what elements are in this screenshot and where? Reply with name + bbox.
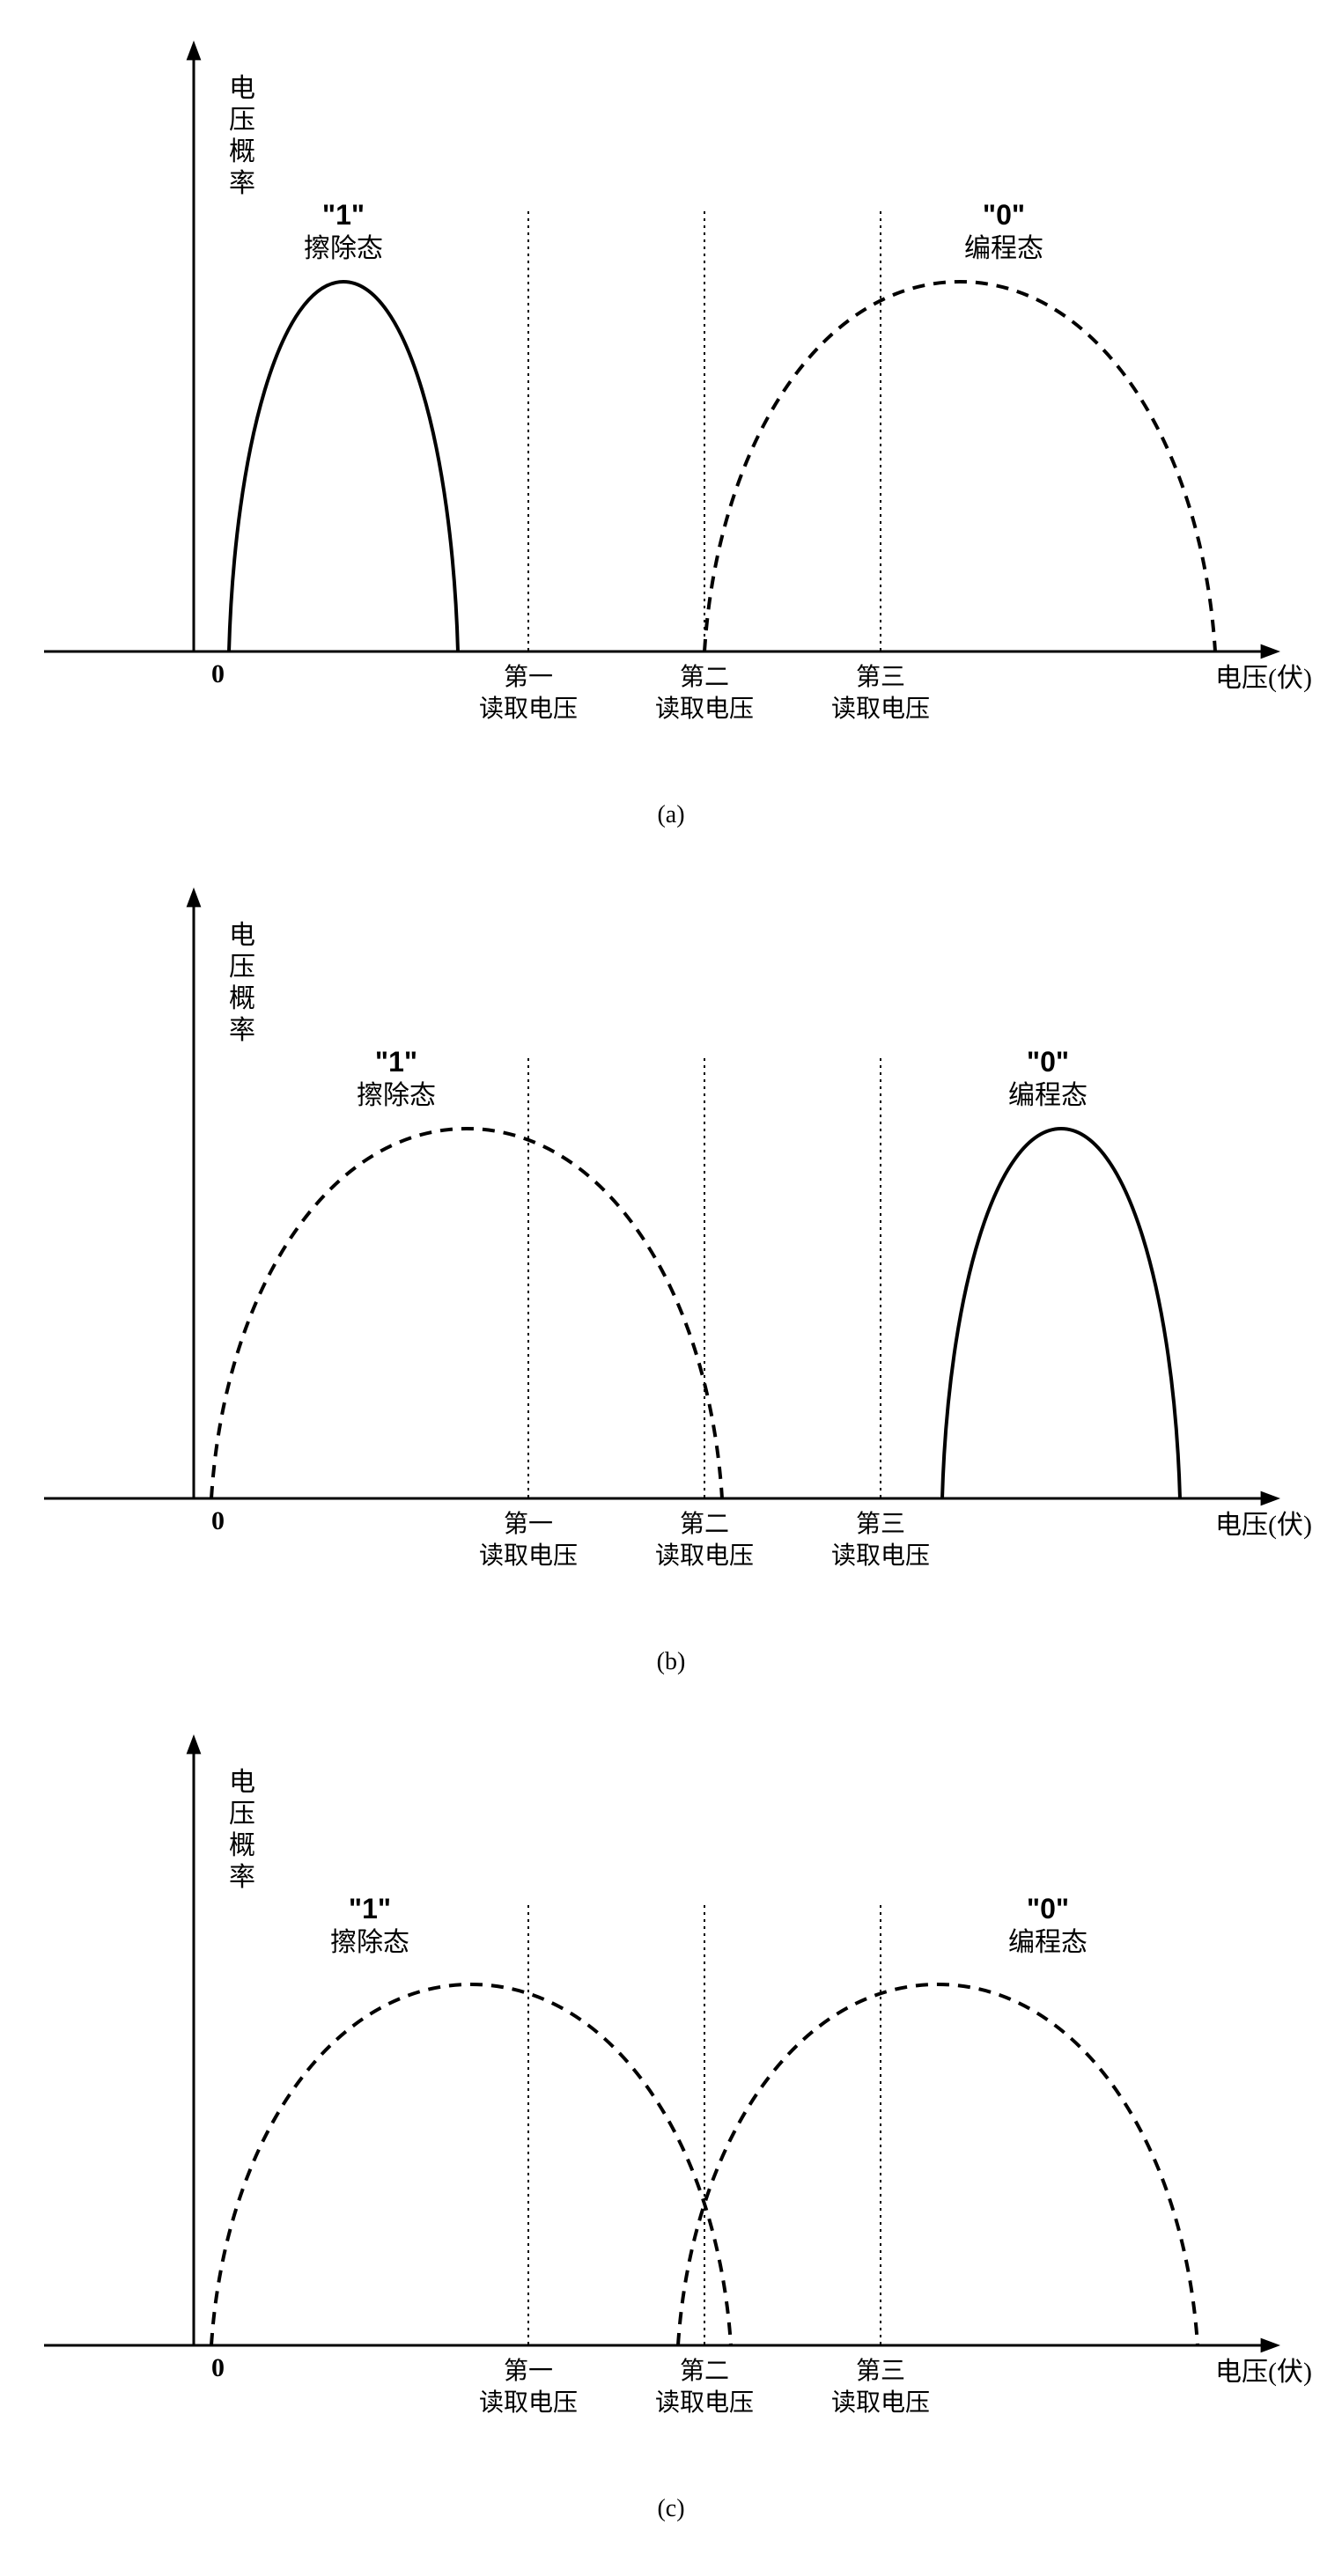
state-1-text-label: 擦除态	[330, 1928, 409, 1957]
chart-svg-c: 0 电压概率电压(伏) 第一读取电压 第二读取电压 第三读取电压 "1" 擦除态 "0" 编程态	[18, 1711, 1324, 2486]
x-axis-label: 电压(伏)	[1215, 1511, 1312, 1540]
state-1-number-label: "1"	[375, 1046, 417, 1078]
origin-label: 0	[211, 659, 225, 688]
read-voltage-label-bottom-3: 读取电压	[831, 2388, 930, 2417]
x-axis-arrow-icon	[1261, 1491, 1280, 1506]
y-axis-label-char: 压	[229, 953, 255, 982]
read-voltage-label-bottom-1: 读取电压	[479, 695, 578, 723]
program-state-curve	[678, 1984, 1198, 2345]
x-axis-label: 电压(伏)	[1215, 2358, 1312, 2387]
program-state-curve	[942, 1129, 1180, 1498]
subplot-label-c: (c)	[18, 2495, 1324, 2523]
read-voltage-label-bottom-2: 读取电压	[655, 2388, 754, 2417]
state-0-text-label: 编程态	[1008, 1081, 1088, 1110]
y-axis-label-char: 率	[229, 169, 255, 198]
y-axis-label-char: 电	[229, 921, 255, 950]
read-voltage-label-bottom-3: 读取电压	[831, 1542, 930, 1570]
read-voltage-label-top-1: 第一	[504, 1510, 553, 1538]
state-0-text-label: 编程态	[1008, 1928, 1088, 1957]
read-voltage-label-top-2: 第二	[680, 663, 729, 691]
y-axis-label-char: 概	[229, 1831, 255, 1860]
chart-svg-b: 0 电压概率电压(伏) 第一读取电压 第二读取电压 第三读取电压 "1" 擦除态 "0" 编程态	[18, 865, 1324, 1639]
read-voltage-label-top-2: 第二	[680, 2357, 729, 2385]
state-1-text-label: 擦除态	[304, 234, 383, 263]
read-voltage-label-bottom-1: 读取电压	[479, 1542, 578, 1570]
read-voltage-label-bottom-3: 读取电压	[831, 695, 930, 723]
state-0-number-label: "0"	[983, 199, 1025, 231]
state-1-number-label: "1"	[349, 1893, 391, 1925]
read-voltage-label-bottom-2: 读取电压	[655, 695, 754, 723]
y-axis-label-char: 概	[229, 984, 255, 1013]
y-axis-label-char: 压	[229, 106, 255, 135]
origin-label: 0	[211, 1506, 225, 1535]
x-axis-arrow-icon	[1261, 644, 1280, 659]
y-axis-arrow-icon	[187, 887, 202, 907]
subplot-label-a: (a)	[18, 801, 1324, 829]
y-axis-label-char: 压	[229, 1800, 255, 1829]
y-axis-label-char: 概	[229, 137, 255, 166]
y-axis-label-char: 率	[229, 1863, 255, 1892]
figure-container: 0电压概率电压(伏)第一读取电压第二读取电压第三读取电压"1"擦除态"0"编程态…	[18, 18, 1324, 2523]
erase-state-curve	[229, 282, 458, 651]
origin-label: 0	[211, 2353, 225, 2382]
x-axis-arrow-icon	[1261, 2338, 1280, 2353]
read-voltage-label-top-1: 第一	[504, 663, 553, 691]
y-axis-arrow-icon	[187, 40, 202, 60]
y-axis-label-char: 电	[229, 74, 255, 103]
state-0-number-label: "0"	[1027, 1046, 1069, 1078]
state-1-number-label: "1"	[322, 199, 365, 231]
read-voltage-label-top-3: 第三	[856, 663, 905, 691]
state-1-text-label: 擦除态	[357, 1081, 436, 1110]
read-voltage-label-top-2: 第二	[680, 1510, 729, 1538]
program-state-curve	[704, 282, 1215, 651]
y-axis-label-char: 电	[229, 1768, 255, 1797]
subplot-a: 0 电压概率电压(伏) 第一读取电压 第二读取电压 第三读取电压 "1" 擦除态 "0" 编程态…	[18, 18, 1324, 829]
read-voltage-label-bottom-2: 读取电压	[655, 1542, 754, 1570]
y-axis-label-char: 率	[229, 1016, 255, 1045]
x-axis-label: 电压(伏)	[1215, 664, 1312, 693]
read-voltage-label-top-3: 第三	[856, 2357, 905, 2385]
chart-svg-a: 0 电压概率电压(伏) 第一读取电压 第二读取电压 第三读取电压 "1" 擦除态 "0" 编程态	[18, 18, 1324, 792]
subplot-c: 0 电压概率电压(伏) 第一读取电压 第二读取电压 第三读取电压 "1" 擦除态 "0" 编程态…	[18, 1711, 1324, 2523]
read-voltage-label-top-3: 第三	[856, 1510, 905, 1538]
erase-state-curve	[211, 1129, 722, 1498]
read-voltage-label-top-1: 第一	[504, 2357, 553, 2385]
erase-state-curve	[211, 1984, 731, 2345]
state-0-number-label: "0"	[1027, 1893, 1069, 1925]
subplot-label-b: (b)	[18, 1648, 1324, 1676]
y-axis-arrow-icon	[187, 1734, 202, 1754]
subplot-b: 0 电压概率电压(伏) 第一读取电压 第二读取电压 第三读取电压 "1" 擦除态 "0" 编程态…	[18, 865, 1324, 1676]
state-0-text-label: 编程态	[964, 234, 1043, 263]
read-voltage-label-bottom-1: 读取电压	[479, 2388, 578, 2417]
